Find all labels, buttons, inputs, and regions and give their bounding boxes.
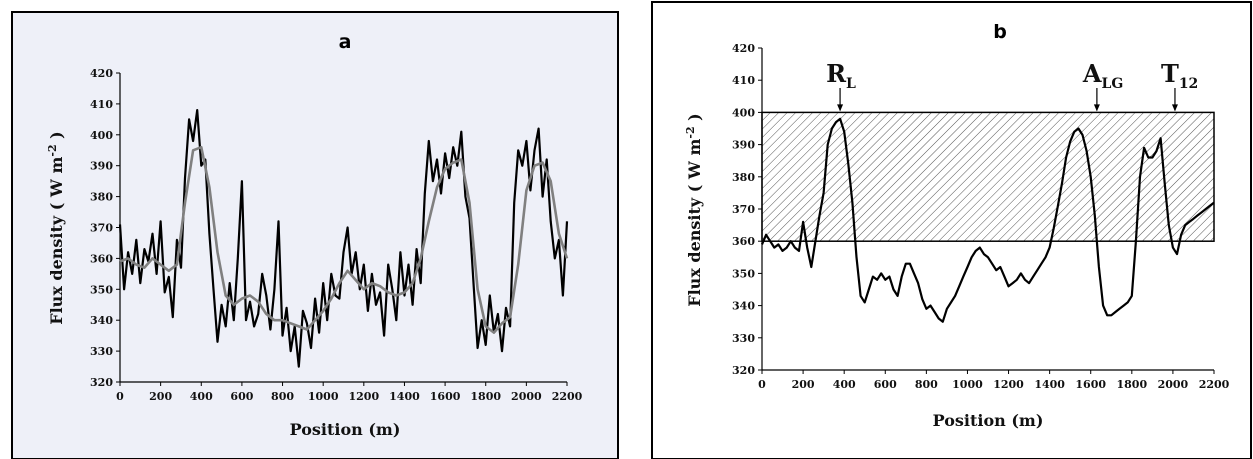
panel-b: b 320 330 340 350 360 370 380 390 400 410 420 0 200 4…: [651, 1, 1252, 459]
panel-a-y-tick-label: 360: [90, 252, 113, 265]
panel-a-x-tick-label: 1200: [349, 390, 380, 403]
panel-b-y-tick-label: 340: [732, 300, 755, 313]
panel-a-x-tick-label: 400: [190, 390, 213, 403]
panel-b-y-tick-label: 400: [732, 106, 755, 119]
panel-a: a 320 330 340 350 360 370 380 390 400 410 420 0 200 4…: [11, 11, 619, 459]
panel-b-y-tick-label: 360: [732, 235, 755, 248]
panel-b-annotation: RL: [826, 59, 856, 112]
panel-a-x-axis-label: Position (m): [290, 420, 401, 439]
panel-a-y-tick-label: 420: [90, 67, 113, 80]
panel-a-x-tick-label: 1400: [389, 390, 420, 403]
panel-b-x-tick-label: 400: [833, 378, 856, 391]
panel-b-x-tick-label: 1400: [1034, 378, 1065, 391]
panel-b-series-line-1: [760, 117, 1215, 323]
panel-a-y-tick-label: 350: [90, 283, 113, 296]
panel-a-y-tick-label: 320: [90, 376, 113, 389]
panel-b-y-tick-label: 420: [732, 42, 755, 55]
panel-a-y-tick-label: 380: [90, 191, 113, 204]
panel-a-x-tick-label: 1000: [308, 390, 339, 403]
panel-b-annotation: T12: [1161, 59, 1198, 112]
panel-b-y-tick-label: 330: [732, 332, 755, 345]
panel-a-series-line-1: [118, 108, 569, 368]
panel-b-annotation-arrowhead: [837, 104, 844, 112]
panel-b-annotation-label: ALG: [1082, 59, 1123, 92]
panel-b-x-tick-label: 200: [792, 378, 815, 391]
panel-b-annotation-label: T12: [1161, 59, 1198, 92]
panel-a-x-tick-label: 1600: [430, 390, 461, 403]
panel-b-x-tick-label: 1600: [1075, 378, 1106, 391]
panel-b-hatched-band: [761, 111, 1215, 242]
panel-a-y-tick-label: 340: [90, 314, 113, 327]
panel-b-y-tick-label: 320: [732, 364, 755, 377]
panel-a-y-tick-label: 370: [90, 222, 113, 235]
panel-a-x-tick-label: 800: [271, 390, 294, 403]
panel-a-series-line-2: [119, 145, 569, 334]
panel-b-y-tick-label: 380: [732, 171, 755, 184]
panel-b-x-tick-label: 0: [758, 378, 766, 391]
panel-b-annotation: ALG: [1082, 59, 1123, 112]
panel-a-x-tick-label: 2200: [552, 390, 583, 403]
panel-b-x-tick-label: 2200: [1199, 378, 1230, 391]
panel-b-x-tick-label: 1200: [993, 378, 1024, 391]
panel-b-y-tick-label: 350: [732, 267, 755, 280]
panel-a-plot: 320 330 340 350 360 370 380 390 400 410 420 0 200 400…: [90, 67, 583, 403]
panel-b-x-tick-label: 800: [915, 378, 938, 391]
panel-b-y-tick-label: 410: [732, 74, 755, 87]
panel-b-plot: 320 330 340 350 360 370 380 390 400 410 420 0 200 400…: [732, 42, 1230, 391]
panel-a-x-tick-label: 600: [230, 390, 253, 403]
panel-a-y-tick-label: 330: [90, 345, 113, 358]
panel-b-x-tick-label: 600: [874, 378, 897, 391]
panel-b-y-tick-label: 390: [732, 139, 755, 152]
panel-b-annotation-arrowhead: [1171, 104, 1178, 112]
panel-b-x-tick-label: 1800: [1117, 378, 1148, 391]
panel-a-x-tick-label: 1800: [470, 390, 501, 403]
panel-b-y-tick-label: 370: [732, 203, 755, 216]
panel-a-x-tick-label: 0: [116, 390, 124, 403]
panel-a-y-tick-label: 410: [90, 98, 113, 111]
panel-a-x-tick-label: 2000: [511, 390, 542, 403]
panel-b-label: b: [993, 21, 1007, 43]
panel-a-y-axis-label: Flux density ( W m-2 ): [46, 131, 67, 325]
panel-b-annotation-arrowhead: [1093, 104, 1100, 112]
panel-b-x-axis-label: Position (m): [933, 411, 1044, 430]
panel-a-x-tick-label: 200: [149, 390, 172, 403]
panel-b-x-tick-label: 2000: [1158, 378, 1189, 391]
panel-a-y-tick-label: 400: [90, 129, 113, 142]
panel-b-x-tick-label: 1000: [952, 378, 983, 391]
panel-b-y-axis-label: Flux density ( W m-2 ): [684, 113, 705, 307]
panel-a-background: [11, 11, 619, 459]
panel-a-y-tick-label: 390: [90, 160, 113, 173]
panel-b-annotation-label: RL: [826, 59, 856, 92]
panel-a-label: a: [339, 31, 352, 53]
